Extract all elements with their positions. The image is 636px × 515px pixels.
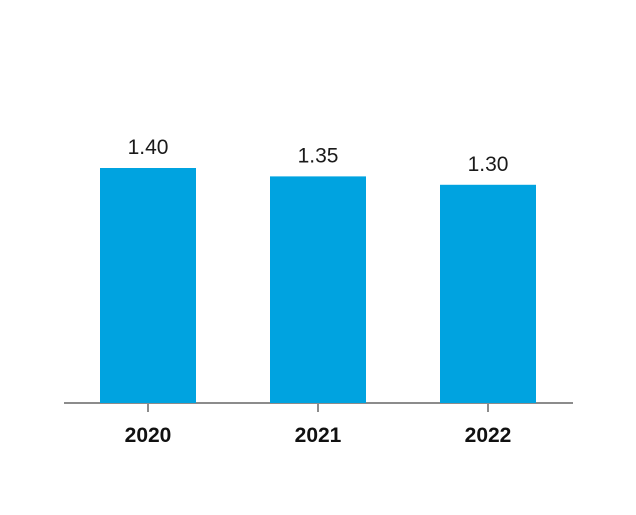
data-label-2020: 1.40: [128, 136, 169, 159]
x-tick-label-2020: 2020: [125, 424, 172, 447]
bar-2021: [270, 176, 366, 403]
data-label-2022: 1.30: [468, 153, 509, 176]
x-tick-label-2021: 2021: [295, 424, 342, 447]
x-tick-label-2022: 2022: [465, 424, 512, 447]
bar-2020: [100, 168, 196, 403]
bar-2022: [440, 184, 536, 403]
x-axis-ticks: [147, 403, 489, 412]
bars: [100, 168, 536, 403]
labels: 1.40 2020 1.35 2021 1.30 2022: [125, 136, 512, 447]
data-label-2021: 1.35: [298, 144, 339, 167]
